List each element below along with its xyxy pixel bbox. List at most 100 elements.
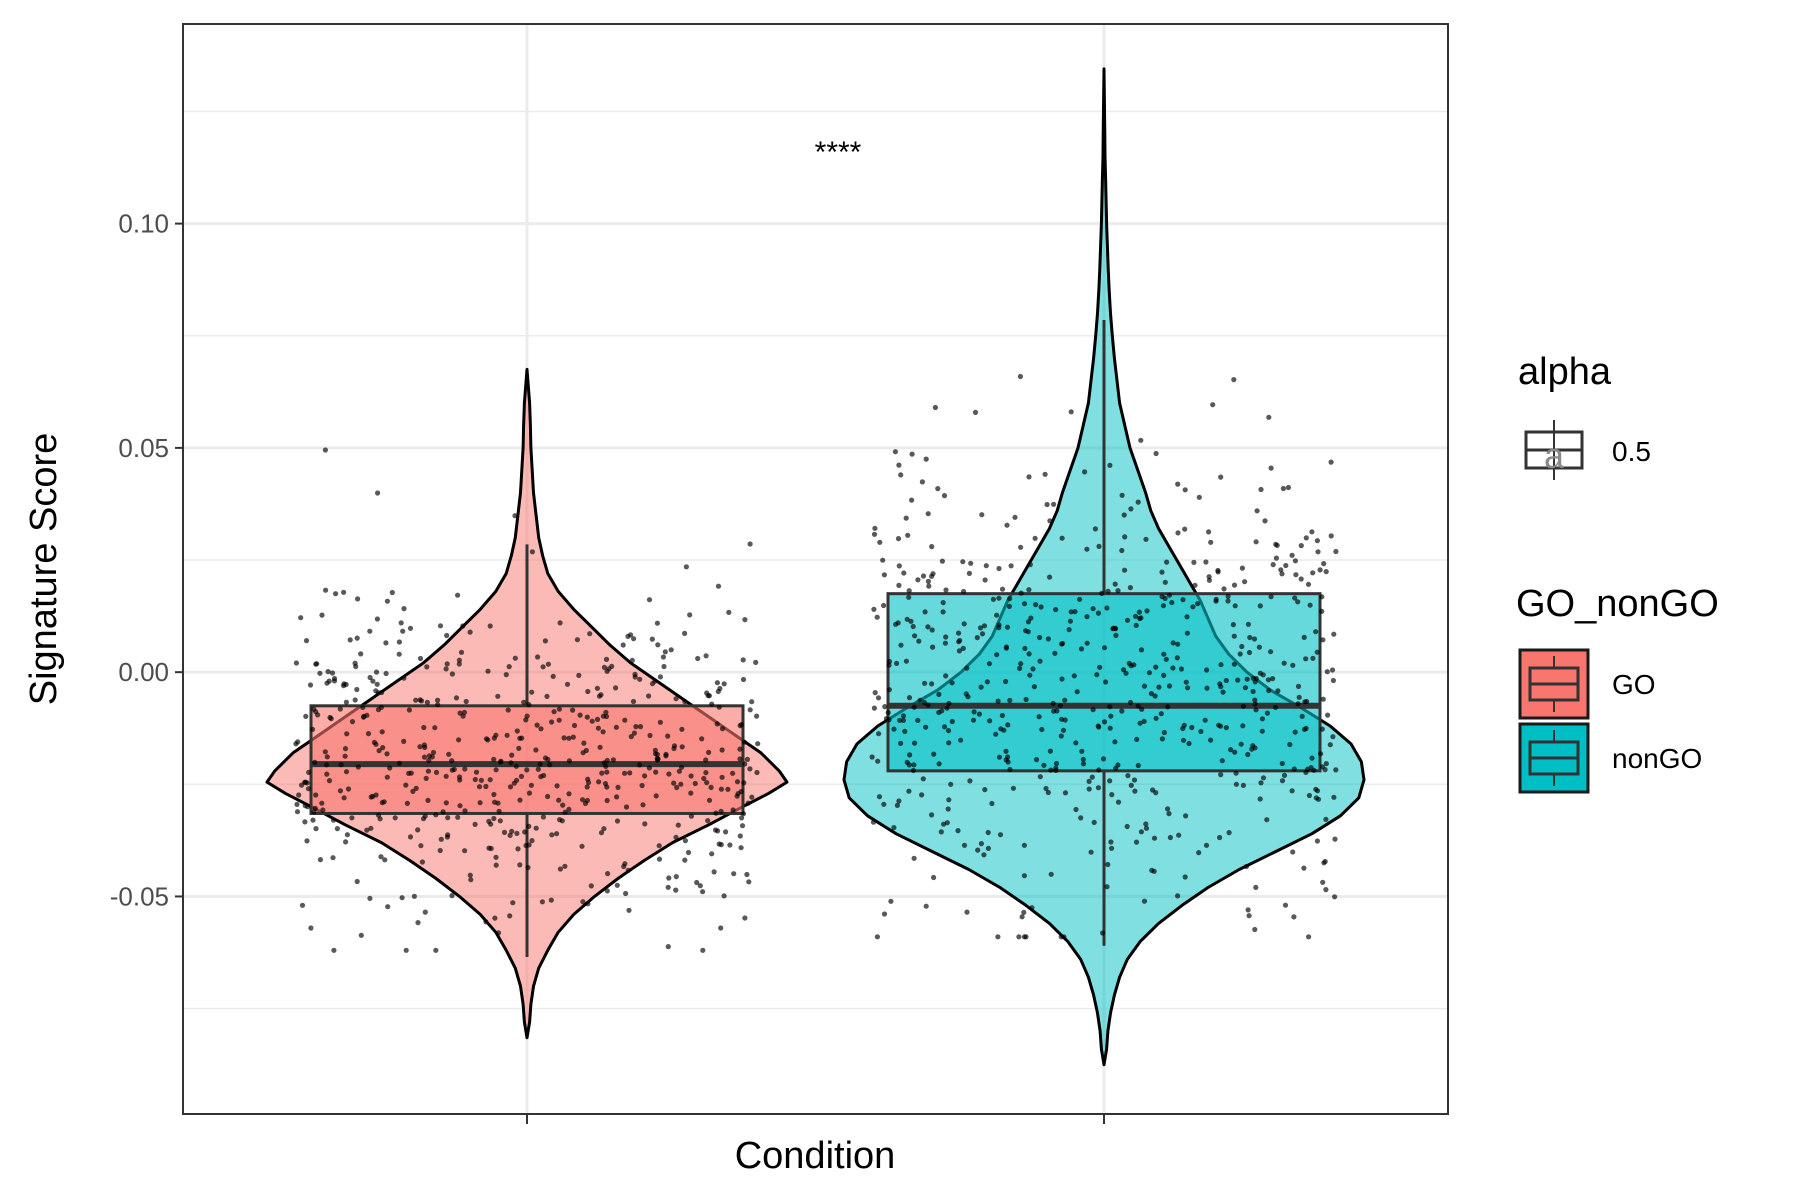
jitter-point	[1074, 689, 1080, 695]
jitter-point	[556, 706, 563, 712]
jitter-point	[1151, 835, 1158, 841]
jitter-point	[1005, 754, 1011, 760]
jitter-point	[1153, 790, 1159, 796]
jitter-point	[655, 756, 661, 762]
jitter-point	[911, 762, 917, 768]
jitter-point	[874, 614, 880, 620]
jitter-point	[347, 637, 353, 643]
jitter-point	[376, 748, 382, 754]
jitter-point	[497, 818, 503, 824]
jitter-point	[594, 716, 601, 723]
jitter-point	[1270, 676, 1276, 682]
jitter-point	[324, 771, 330, 777]
jitter-point	[925, 702, 931, 708]
jitter-point	[630, 698, 637, 705]
jitter-point	[1143, 821, 1149, 827]
jitter-point	[570, 734, 576, 740]
jitter-point	[896, 462, 902, 468]
jitter-point	[327, 714, 333, 721]
jitter-point	[537, 761, 543, 767]
jitter-point	[463, 698, 469, 705]
jitter-point	[566, 791, 572, 797]
jitter-point	[1115, 588, 1121, 594]
jitter-point	[721, 893, 727, 899]
jitter-point	[958, 737, 964, 743]
jitter-point	[1159, 569, 1165, 575]
jitter-point	[1158, 711, 1164, 717]
jitter-point	[324, 680, 330, 686]
jitter-point	[972, 409, 979, 415]
jitter-point	[1195, 601, 1201, 607]
jitter-point	[389, 589, 395, 596]
jitter-point	[1239, 643, 1245, 650]
jitter-point	[1327, 742, 1333, 748]
jitter-point	[1088, 849, 1094, 855]
jitter-point	[1092, 526, 1098, 532]
jitter-point	[653, 769, 659, 775]
jitter-point	[1298, 543, 1304, 549]
jitter-point	[456, 737, 462, 743]
jitter-point	[1044, 501, 1050, 508]
jitter-point	[893, 621, 899, 627]
jitter-point	[524, 713, 530, 719]
jitter-point	[719, 747, 725, 753]
jitter-point	[1328, 533, 1334, 539]
jitter-point	[1301, 634, 1307, 641]
jitter-point	[746, 879, 752, 885]
jitter-point	[1047, 518, 1053, 524]
jitter-point	[631, 636, 637, 642]
jitter-point	[1176, 832, 1182, 838]
jitter-point	[1318, 751, 1324, 757]
jitter-point	[1180, 737, 1187, 743]
jitter-point	[360, 704, 366, 711]
jitter-point	[604, 769, 610, 775]
jitter-point	[623, 890, 629, 897]
jitter-point	[1138, 615, 1144, 621]
jitter-point	[576, 672, 582, 679]
jitter-point	[737, 723, 743, 729]
jitter-point	[1047, 574, 1053, 580]
jitter-point	[999, 712, 1006, 719]
jitter-point	[430, 749, 437, 756]
jitter-point	[697, 883, 703, 889]
jitter-point	[433, 769, 440, 776]
jitter-point	[423, 775, 429, 782]
jitter-point	[1067, 618, 1073, 624]
jitter-point	[1165, 704, 1171, 710]
jitter-point	[483, 919, 489, 925]
jitter-point	[1161, 672, 1167, 679]
jitter-point	[882, 704, 888, 710]
jitter-point	[744, 871, 750, 878]
jitter-point	[968, 560, 974, 566]
jitter-point	[1325, 712, 1331, 718]
jitter-point	[526, 702, 532, 708]
jitter-point	[640, 802, 646, 808]
jitter-point	[912, 740, 918, 746]
jitter-point	[1303, 656, 1309, 662]
jitter-point	[1314, 788, 1321, 794]
jitter-point	[493, 862, 499, 868]
jitter-point	[1317, 567, 1323, 573]
jitter-point	[731, 871, 737, 877]
jitter-point	[935, 486, 941, 492]
jitter-point	[714, 680, 721, 686]
jitter-point	[981, 623, 988, 629]
jitter-point	[639, 782, 645, 789]
jitter-point	[1036, 714, 1042, 720]
jitter-point	[495, 800, 501, 806]
jitter-point	[398, 620, 404, 626]
jitter-point	[704, 780, 710, 786]
jitter-point	[1225, 598, 1231, 604]
jitter-point	[529, 689, 535, 695]
jitter-point	[1135, 762, 1141, 769]
jitter-point	[1042, 471, 1048, 477]
jitter-point	[1109, 792, 1115, 798]
jitter-point	[320, 807, 326, 813]
jitter-point	[1037, 774, 1043, 780]
jitter-point	[421, 754, 428, 760]
jitter-point	[333, 591, 339, 597]
jitter-point	[996, 565, 1002, 572]
jitter-point	[1242, 685, 1248, 691]
jitter-point	[603, 709, 609, 715]
jitter-point	[330, 817, 337, 823]
